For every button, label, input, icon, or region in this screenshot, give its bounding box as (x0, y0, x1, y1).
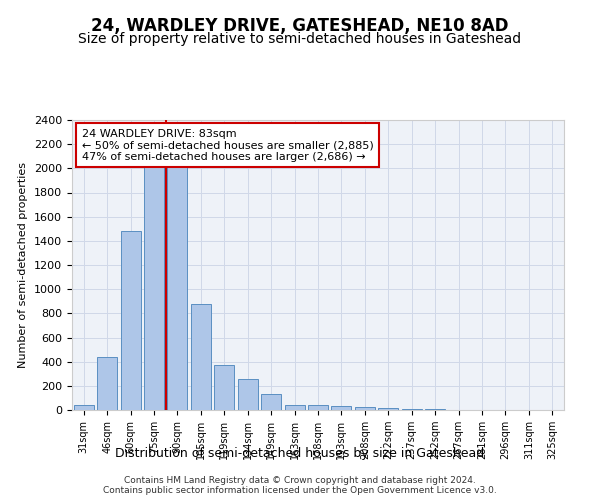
Text: Size of property relative to semi-detached houses in Gateshead: Size of property relative to semi-detach… (79, 32, 521, 46)
Bar (238, 378, 257, 410)
Text: 24 WARDLEY DRIVE: 83sqm
← 50% of semi-detached houses are smaller (2,885)
47% of: 24 WARDLEY DRIVE: 83sqm ← 50% of semi-de… (82, 128, 374, 162)
Bar (308, 405, 328, 410)
Bar (121, 231, 140, 410)
Text: Distribution of semi-detached houses by size in Gateshead: Distribution of semi-detached houses by … (115, 448, 485, 460)
Bar (284, 405, 305, 410)
Bar (97, 357, 117, 410)
Text: Contains public sector information licensed under the Open Government Licence v3: Contains public sector information licen… (103, 486, 497, 495)
Text: Contains HM Land Registry data © Crown copyright and database right 2024.: Contains HM Land Registry data © Crown c… (124, 476, 476, 485)
Bar (355, 408, 375, 410)
Bar (191, 304, 211, 410)
Bar (331, 406, 352, 410)
Y-axis label: Number of semi-detached properties: Number of semi-detached properties (19, 162, 28, 368)
Text: 24, WARDLEY DRIVE, GATESHEAD, NE10 8AD: 24, WARDLEY DRIVE, GATESHEAD, NE10 8AD (91, 18, 509, 36)
Bar (379, 408, 398, 410)
Bar (214, 364, 234, 410)
Bar (144, 167, 164, 410)
Bar (261, 394, 281, 410)
Bar (167, 167, 187, 410)
Bar (402, 409, 422, 410)
Bar (74, 404, 94, 410)
